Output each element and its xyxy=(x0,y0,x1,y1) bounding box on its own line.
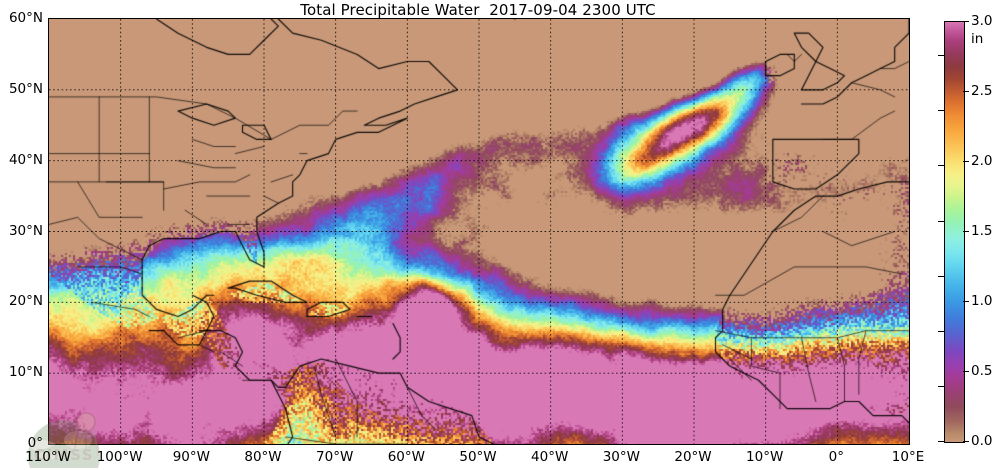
colorbar-tick-in xyxy=(963,301,969,302)
page-title: Total Precipitable Water 2017-09-04 2300… xyxy=(300,1,656,19)
colorbar-tick-in xyxy=(963,91,969,92)
x-tick-label: 110°W xyxy=(25,449,71,465)
colorbar-tick-mm xyxy=(938,330,944,332)
colorbar-tick-mm xyxy=(938,220,944,222)
x-tick-label: 100°W xyxy=(96,449,143,465)
y-tick-label: 20°N xyxy=(8,293,43,310)
x-tick-label: 10°W xyxy=(746,449,784,465)
y-tick-label: 50°N xyxy=(8,80,43,97)
colorbar-tick-mm xyxy=(938,165,944,167)
y-tick-label: 60°N xyxy=(8,10,43,26)
colorbar-unit-in: in xyxy=(971,31,984,47)
colorbar-tick-mm xyxy=(938,110,944,112)
y-tick-label: 40°N xyxy=(8,151,43,168)
x-tick-label: 50°W xyxy=(459,449,497,465)
colorbar-tick-in xyxy=(963,231,969,232)
x-tick-label: 20°W xyxy=(674,449,712,465)
colorbar-label-in: 2.0 xyxy=(971,153,993,169)
x-tick-label: 80°W xyxy=(244,449,282,465)
x-tick-label: 10°E xyxy=(891,449,925,465)
colorbar-tick-mm xyxy=(938,55,944,57)
tpw-heatmap-canvas xyxy=(49,19,909,444)
colorbar-label-in: 3.0 xyxy=(971,13,993,29)
colorbar-label-in: 0.5 xyxy=(971,363,993,379)
colorbar[interactable] xyxy=(938,21,969,443)
x-tick-label: 70°W xyxy=(316,449,354,465)
colorbar-tick-mm xyxy=(938,441,944,442)
colorbar-tick-in xyxy=(963,161,969,162)
colorbar-gradient xyxy=(944,21,965,443)
colorbar-tick-mm xyxy=(938,385,944,387)
y-tick-label: 0° xyxy=(27,435,43,451)
y-tick-label: 30°N xyxy=(8,222,43,239)
x-tick-label: 40°W xyxy=(531,449,569,465)
x-tick-label: 90°W xyxy=(172,449,210,465)
colorbar-label-in: 0.0 xyxy=(971,433,993,449)
colorbar-tick-mm xyxy=(938,275,944,277)
colorbar-label-in: 2.5 xyxy=(971,83,993,99)
colorbar-tick-in xyxy=(963,21,969,22)
colorbar-label-in: 1.5 xyxy=(971,223,993,239)
colorbar-tick-in xyxy=(963,371,969,372)
y-tick-label: 10°N xyxy=(8,364,43,381)
x-tick-label: 0° xyxy=(828,449,844,465)
x-tick-label: 30°W xyxy=(602,449,640,465)
map-plot-area[interactable] xyxy=(48,18,910,445)
x-tick-label: 60°W xyxy=(387,449,425,465)
colorbar-label-in: 1.0 xyxy=(971,293,993,309)
colorbar-tick-in xyxy=(963,441,969,442)
